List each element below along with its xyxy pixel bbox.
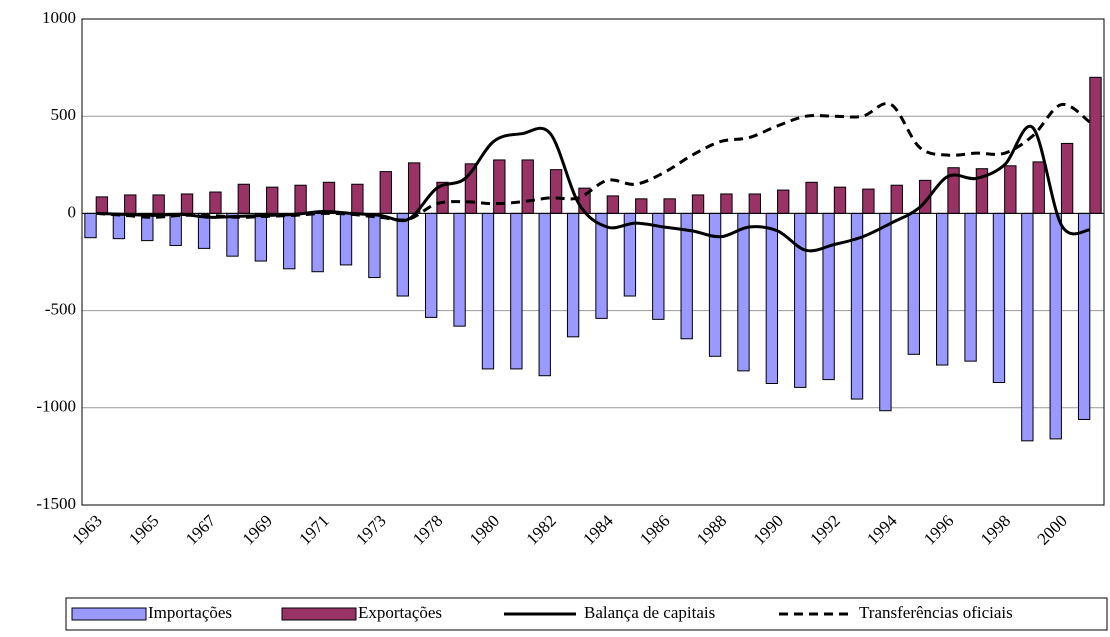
x-tick-label: 1992 xyxy=(806,511,843,548)
bar xyxy=(777,189,790,214)
x-tick-label: 1963 xyxy=(68,511,105,548)
bar xyxy=(1004,165,1017,214)
bar xyxy=(339,212,353,266)
bar xyxy=(566,212,580,338)
bar xyxy=(322,181,336,214)
bar xyxy=(254,212,268,262)
bar xyxy=(720,193,733,214)
x-tick-label: 1980 xyxy=(466,511,503,548)
legend-box xyxy=(65,597,1108,631)
x-tick-label: 1990 xyxy=(750,511,787,548)
bar xyxy=(862,188,875,214)
y-tick-label: 1000 xyxy=(42,8,76,27)
bar xyxy=(964,212,977,362)
y-tick-label: -500 xyxy=(45,300,76,319)
bar xyxy=(663,198,676,214)
bar xyxy=(521,159,534,214)
bar xyxy=(84,212,97,239)
x-tick-label: 1994 xyxy=(863,511,901,549)
bar xyxy=(95,196,109,214)
bar xyxy=(765,212,779,384)
bar xyxy=(652,212,665,320)
line xyxy=(96,101,1091,222)
bar xyxy=(748,193,761,214)
bar xyxy=(124,194,137,214)
bar xyxy=(1049,212,1062,440)
bar xyxy=(907,212,920,355)
bar xyxy=(169,212,182,246)
bar xyxy=(368,212,381,279)
bar xyxy=(152,194,165,214)
bar xyxy=(226,212,239,257)
x-tick-label: 1971 xyxy=(295,511,332,548)
bar xyxy=(595,212,608,319)
bar xyxy=(379,171,392,214)
bar xyxy=(822,212,835,381)
x-tick-label: 1998 xyxy=(977,511,1014,548)
y-tick-label: -1500 xyxy=(36,494,76,513)
bar xyxy=(425,212,438,318)
x-tick-label: 1969 xyxy=(239,511,276,548)
x-tick-label: 1965 xyxy=(125,511,162,548)
legend-label: Balança de capitais xyxy=(584,603,715,622)
bar xyxy=(351,183,364,214)
bar xyxy=(311,212,324,273)
legend-label: Exportações xyxy=(358,603,442,622)
bar xyxy=(737,212,750,372)
bar xyxy=(1089,76,1102,214)
bar xyxy=(453,212,466,327)
x-tick-label: 1973 xyxy=(352,511,389,548)
x-tick-label: 2000 xyxy=(1034,511,1071,548)
bar xyxy=(396,212,409,297)
bar xyxy=(833,186,847,214)
bar xyxy=(493,159,506,214)
x-tick-label: 1982 xyxy=(523,511,560,548)
bar xyxy=(266,186,279,214)
bar xyxy=(691,194,705,214)
bar xyxy=(209,191,222,214)
bar xyxy=(407,162,421,214)
bar xyxy=(1077,212,1091,420)
bar xyxy=(294,184,307,214)
legend-swatch xyxy=(71,607,147,621)
bar xyxy=(1060,142,1074,214)
x-tick-label: 1996 xyxy=(920,511,957,548)
bar xyxy=(890,184,903,214)
bar xyxy=(180,193,194,214)
legend-label: Transferências oficiais xyxy=(859,603,1013,622)
x-tick-label: 1978 xyxy=(409,511,446,548)
x-tick-label: 1986 xyxy=(636,511,673,548)
bar xyxy=(635,198,648,214)
bar xyxy=(283,212,296,270)
bar xyxy=(510,212,523,370)
bar xyxy=(1032,161,1045,214)
bar xyxy=(538,212,551,377)
bar xyxy=(805,181,818,214)
bar xyxy=(879,212,892,412)
y-tick-label: -1000 xyxy=(36,397,76,416)
bar xyxy=(1021,212,1034,442)
y-tick-label: 500 xyxy=(51,105,77,124)
bar xyxy=(237,183,250,214)
bar xyxy=(481,212,495,370)
bar xyxy=(112,212,126,240)
legend-label: Importações xyxy=(148,603,232,622)
x-tick-label: 1984 xyxy=(579,511,617,549)
bar xyxy=(794,212,807,388)
x-tick-label: 1967 xyxy=(182,511,220,549)
bar xyxy=(992,212,1006,384)
bar xyxy=(680,212,693,340)
bar xyxy=(936,212,949,366)
y-tick-label: 0 xyxy=(68,202,77,221)
x-tick-label: 1988 xyxy=(693,511,730,548)
legend-swatch xyxy=(281,607,357,621)
bar xyxy=(549,169,563,214)
plot-border xyxy=(81,18,1105,506)
bar xyxy=(606,195,620,214)
